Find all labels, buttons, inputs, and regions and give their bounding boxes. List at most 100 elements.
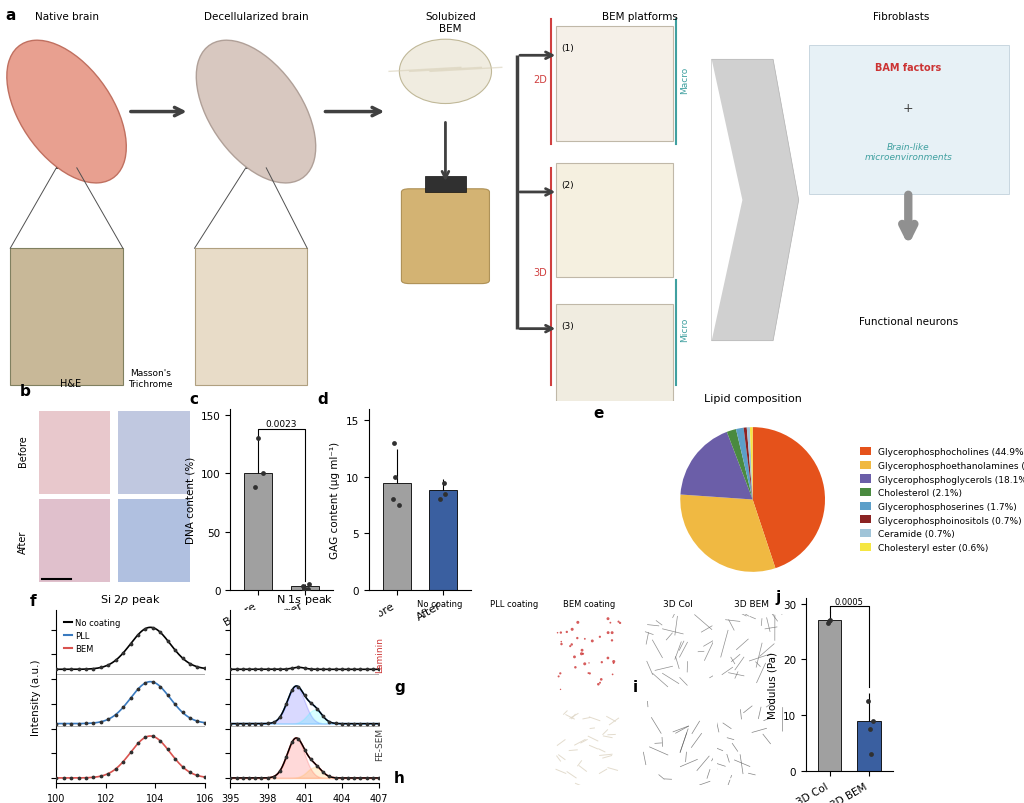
- Point: [352, 717, 369, 730]
- Text: After: After: [18, 530, 28, 554]
- Text: 0.0005: 0.0005: [835, 597, 864, 606]
- Point: [71, 717, 87, 730]
- Point: [265, 663, 282, 676]
- Point: [189, 715, 206, 728]
- Title: Lipid composition: Lipid composition: [703, 393, 802, 403]
- Point: [862, 748, 879, 760]
- Point: [999, 541, 1016, 554]
- Point: [365, 717, 381, 730]
- Point: [259, 772, 275, 785]
- Point: [144, 675, 161, 688]
- Point: [984, 555, 1000, 568]
- Point: [63, 717, 80, 730]
- Point: [322, 715, 338, 728]
- Point: [48, 717, 65, 730]
- Point: [63, 663, 80, 676]
- Point: [85, 716, 101, 729]
- Point: [197, 662, 213, 675]
- Point: [745, 56, 762, 69]
- Point: [334, 772, 350, 785]
- Point: [315, 766, 332, 779]
- Bar: [857, 721, 881, 771]
- Point: [78, 662, 94, 675]
- Point: [241, 717, 257, 730]
- Point: [108, 763, 124, 776]
- Point: [78, 772, 94, 785]
- Point: [160, 743, 176, 756]
- Point: [836, 247, 852, 259]
- Point: [108, 708, 124, 721]
- Point: [301, 578, 317, 591]
- Point: [296, 662, 312, 675]
- Point: [997, 124, 1014, 137]
- Point: [340, 663, 356, 676]
- Text: Brain-like
microenvironments: Brain-like microenvironments: [864, 143, 952, 162]
- Point: [328, 717, 344, 730]
- Point: [649, 190, 666, 203]
- Point: [300, 583, 316, 596]
- Text: BEM platforms: BEM platforms: [602, 12, 678, 22]
- Y-axis label: Intensity (a.u.): Intensity (a.u.): [31, 658, 41, 735]
- Point: [322, 663, 338, 676]
- Point: [334, 663, 350, 676]
- Point: [48, 663, 65, 676]
- Text: FE-SEM: FE-SEM: [376, 727, 385, 760]
- Point: [296, 689, 312, 702]
- Legend: No coating, PLL, BEM: No coating, PLL, BEM: [60, 614, 124, 656]
- Point: [100, 658, 117, 671]
- Point: [167, 644, 183, 657]
- Point: [259, 717, 275, 730]
- Text: h: h: [394, 770, 406, 785]
- Point: [309, 663, 326, 676]
- Point: [222, 663, 239, 676]
- Point: [115, 646, 131, 659]
- Point: [1011, 511, 1024, 524]
- Point: [241, 663, 257, 676]
- Text: 3D Col: 3D Col: [663, 599, 693, 608]
- Point: [197, 716, 213, 729]
- FancyBboxPatch shape: [401, 190, 489, 284]
- Point: [432, 493, 449, 507]
- Polygon shape: [712, 60, 799, 341]
- Point: [100, 767, 117, 780]
- Point: [365, 772, 381, 785]
- Point: [204, 771, 220, 784]
- Text: 2D: 2D: [532, 75, 547, 85]
- Point: [352, 663, 369, 676]
- Point: [234, 772, 251, 785]
- Point: [204, 662, 220, 675]
- Point: [929, 162, 945, 175]
- FancyBboxPatch shape: [10, 249, 123, 385]
- Text: Micro: Micro: [680, 317, 689, 341]
- Point: [152, 735, 168, 748]
- Bar: [425, 177, 466, 193]
- Point: [247, 772, 263, 785]
- Point: [640, 602, 656, 615]
- Y-axis label: GAG content (μg ml⁻¹): GAG content (μg ml⁻¹): [330, 442, 340, 558]
- Point: [647, 169, 664, 181]
- Text: 0.0023: 0.0023: [266, 419, 297, 428]
- Point: [197, 771, 213, 784]
- Point: [234, 663, 251, 676]
- Point: [328, 663, 344, 676]
- Text: Before: Before: [18, 434, 28, 466]
- Text: BAM factors: BAM factors: [876, 63, 941, 73]
- FancyBboxPatch shape: [39, 411, 111, 495]
- Point: [130, 629, 146, 642]
- Point: [250, 432, 266, 445]
- Point: [228, 663, 245, 676]
- Point: [820, 615, 837, 628]
- Bar: [56, 157, 77, 169]
- Point: [247, 663, 263, 676]
- Legend: Glycerophosphocholines (44.9%), Glycerophosphoethanolamines (31.2%), Glycerophos: Glycerophosphocholines (44.9%), Glycerop…: [857, 444, 1024, 556]
- Wedge shape: [680, 495, 775, 572]
- Point: [862, 723, 879, 736]
- Point: [821, 614, 838, 627]
- Text: (3): (3): [561, 321, 573, 330]
- Point: [122, 692, 138, 705]
- Point: [55, 717, 72, 730]
- Point: [385, 493, 401, 507]
- Wedge shape: [743, 428, 753, 499]
- Point: [767, 307, 783, 320]
- Point: [371, 772, 387, 785]
